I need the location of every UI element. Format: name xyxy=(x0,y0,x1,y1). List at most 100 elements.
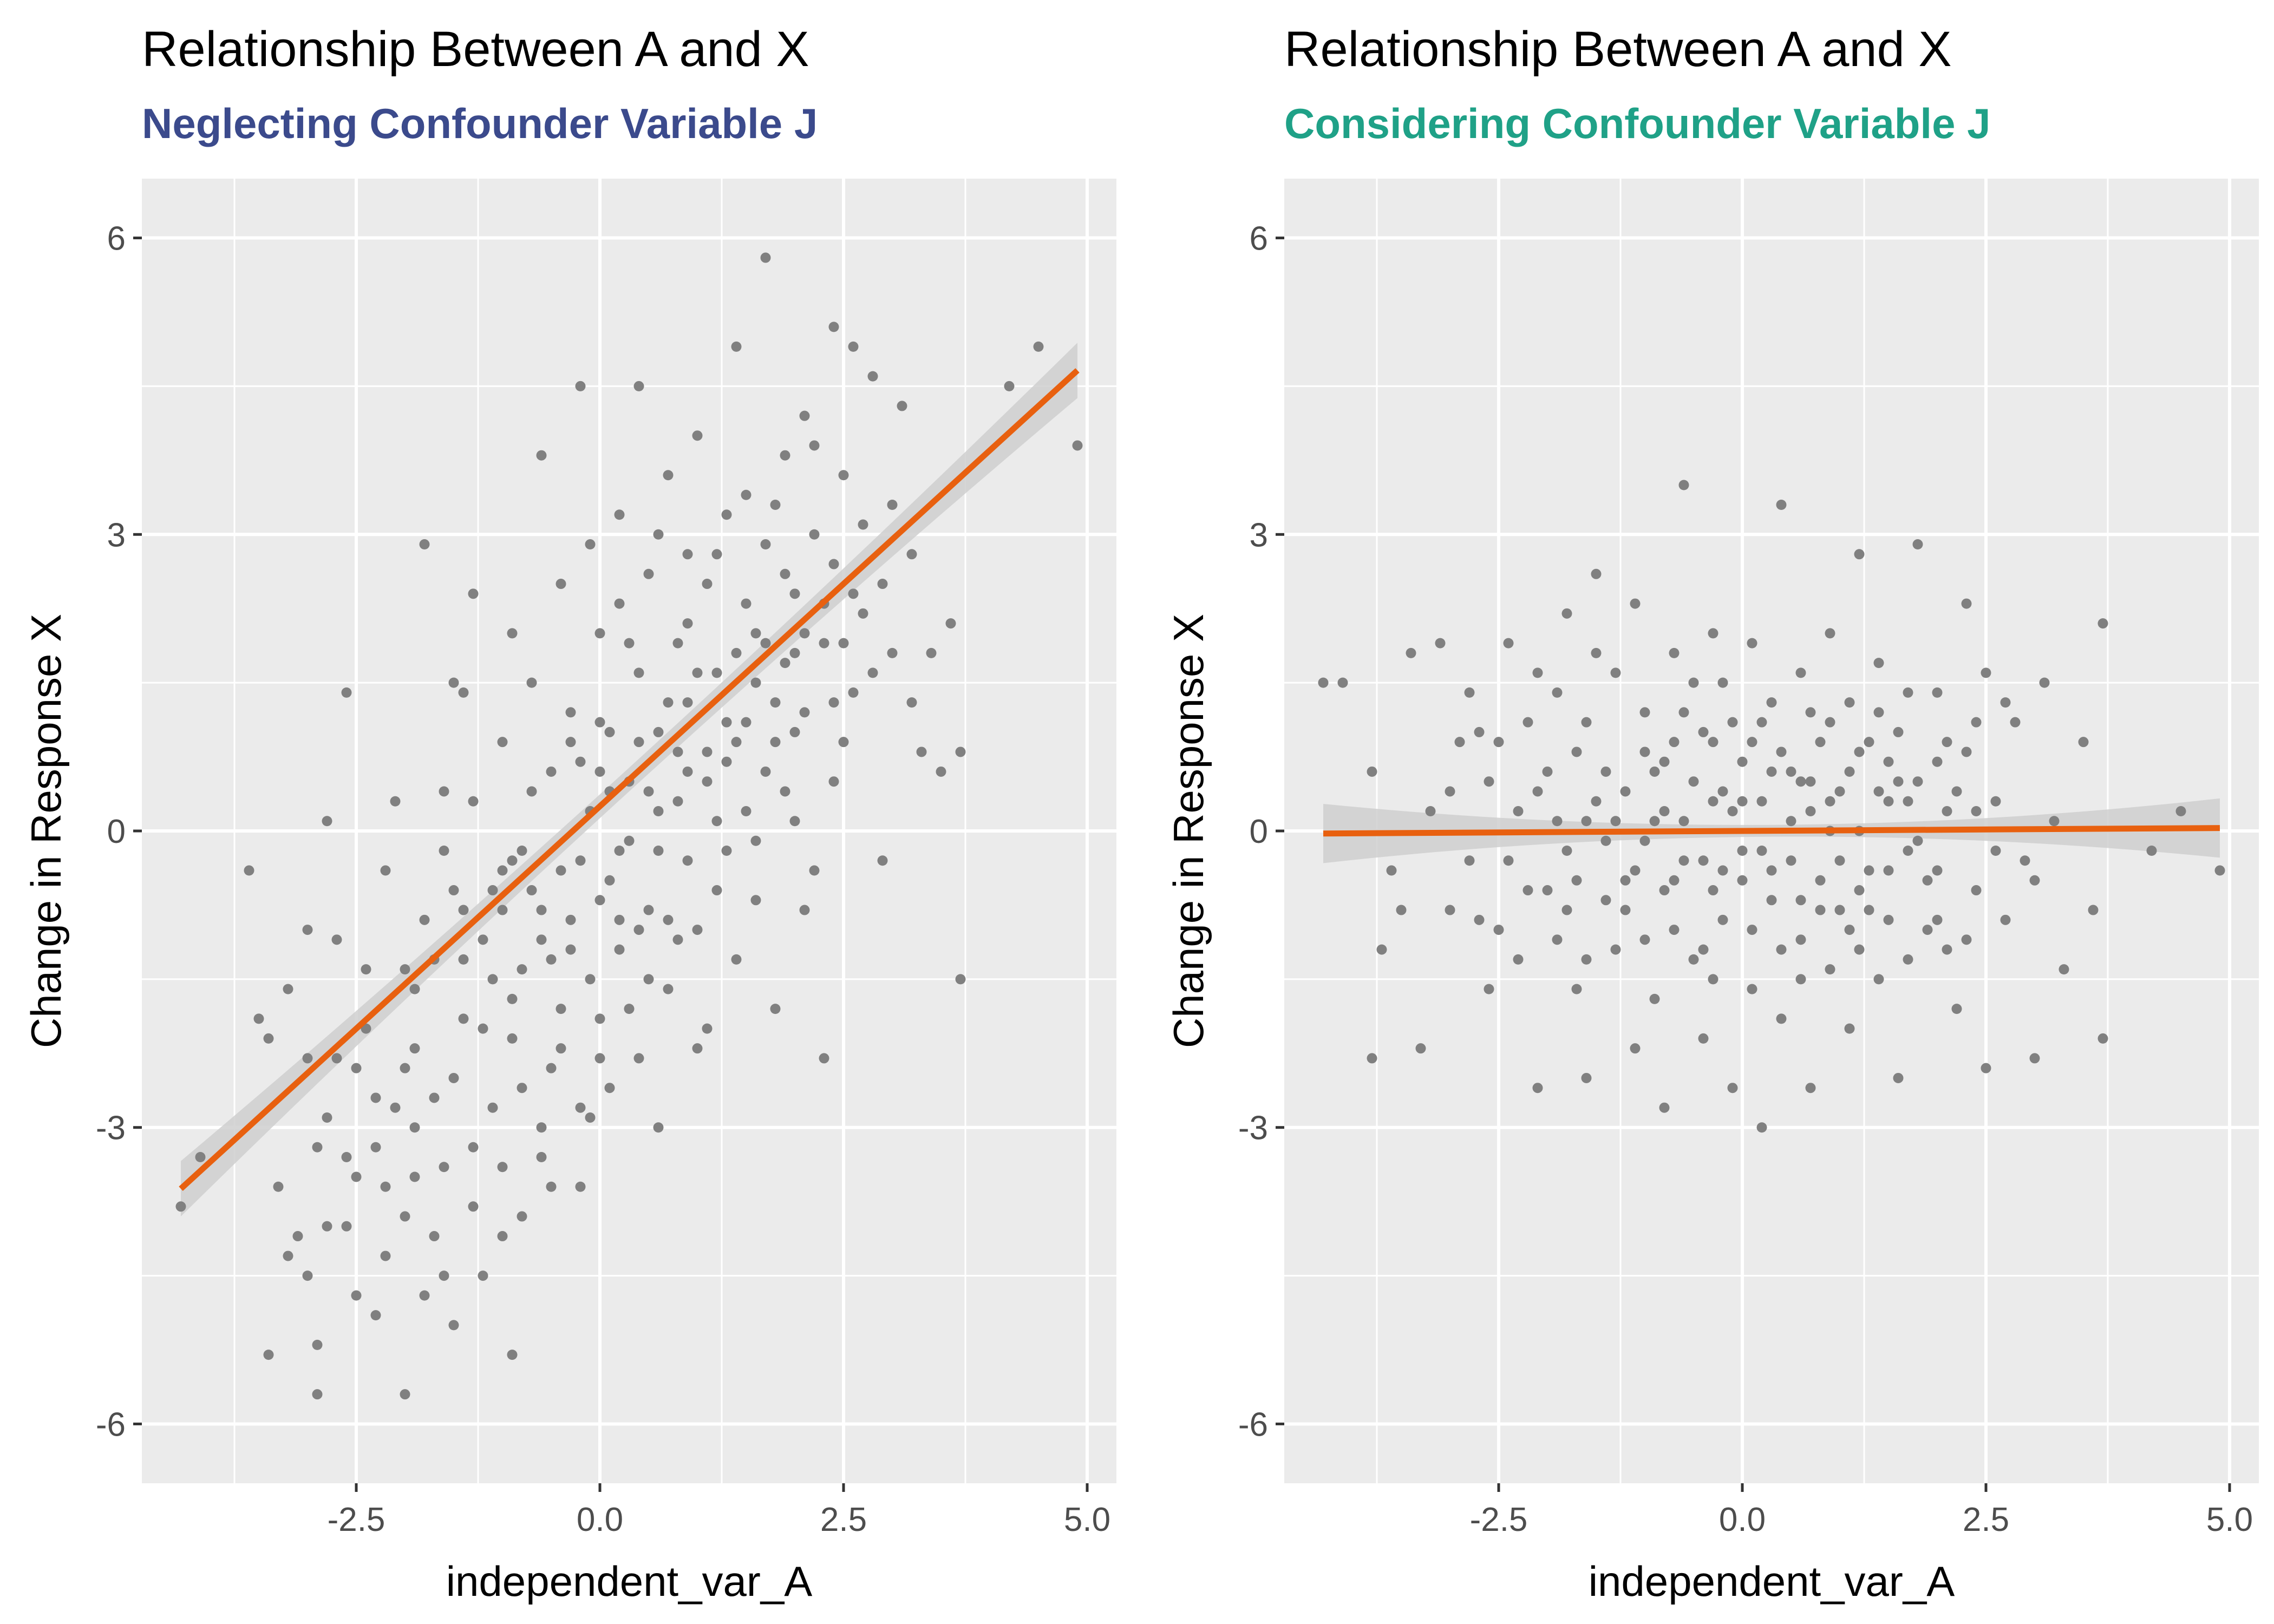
data-point xyxy=(1532,667,1543,678)
data-point xyxy=(1669,647,1680,658)
data-point xyxy=(468,1201,479,1212)
data-point xyxy=(1415,1043,1426,1054)
data-point xyxy=(419,1290,430,1301)
data-point xyxy=(594,1013,605,1024)
data-point xyxy=(497,905,508,915)
data-point xyxy=(711,885,722,896)
data-point xyxy=(1474,726,1485,737)
data-point xyxy=(1961,934,1972,945)
data-point xyxy=(1854,944,1865,955)
data-point xyxy=(760,539,771,550)
data-point xyxy=(955,746,966,757)
data-point xyxy=(1737,875,1748,886)
data-point xyxy=(1659,806,1670,816)
data-point xyxy=(458,1013,469,1024)
data-point xyxy=(1815,737,1826,748)
data-point xyxy=(1786,855,1796,866)
data-point xyxy=(585,1112,596,1123)
right-regression-line xyxy=(1323,825,2220,837)
data-point xyxy=(526,885,537,896)
data-point xyxy=(692,925,703,935)
data-point xyxy=(1756,717,1767,728)
x-tick-label: -2.5 xyxy=(1470,1501,1528,1538)
data-point xyxy=(1766,895,1777,906)
data-point xyxy=(575,855,586,866)
data-point xyxy=(1961,598,1972,609)
data-point xyxy=(409,1122,420,1133)
data-point xyxy=(302,1053,313,1064)
data-point xyxy=(263,1350,274,1360)
data-point xyxy=(741,489,752,500)
data-point xyxy=(1844,766,1855,777)
data-point xyxy=(312,1389,323,1400)
data-point xyxy=(604,726,615,737)
data-point xyxy=(1659,1102,1670,1113)
data-point xyxy=(828,559,839,569)
data-point xyxy=(799,707,810,718)
data-point xyxy=(575,756,586,767)
data-point xyxy=(1805,707,1816,718)
data-point xyxy=(809,529,820,540)
data-point xyxy=(458,954,469,965)
right-y-axis-title: Change in Response X xyxy=(1165,614,1212,1048)
data-point xyxy=(594,1053,605,1064)
data-point xyxy=(770,1004,781,1014)
data-point xyxy=(1805,776,1816,787)
data-point xyxy=(750,628,761,639)
data-point xyxy=(517,1211,527,1222)
right-data-points xyxy=(1318,480,2225,1133)
data-point xyxy=(702,579,713,590)
data-point xyxy=(789,588,800,599)
data-point xyxy=(1513,954,1524,965)
data-point xyxy=(1474,914,1485,925)
data-point xyxy=(1825,628,1835,639)
data-point xyxy=(1717,677,1728,688)
data-point xyxy=(536,934,547,945)
data-point xyxy=(1756,846,1767,856)
data-point xyxy=(1834,855,1845,866)
data-point xyxy=(721,756,732,767)
data-point xyxy=(1825,964,1835,975)
data-point xyxy=(887,647,898,658)
data-point xyxy=(897,401,907,411)
data-point xyxy=(1698,855,1709,866)
data-point xyxy=(1893,776,1904,787)
y-tick-label: 6 xyxy=(107,220,126,258)
data-point xyxy=(799,628,810,639)
data-point xyxy=(633,381,644,391)
data-point xyxy=(633,925,644,935)
data-point xyxy=(672,746,683,757)
data-point xyxy=(721,717,732,728)
data-point xyxy=(614,914,625,925)
data-point xyxy=(1532,786,1543,797)
data-point xyxy=(507,855,518,866)
y-tick-label: -3 xyxy=(96,1110,126,1147)
data-point xyxy=(858,608,868,619)
data-point xyxy=(750,895,761,906)
data-point xyxy=(448,1320,459,1331)
data-point xyxy=(1581,717,1592,728)
data-point xyxy=(1795,776,1806,787)
data-point xyxy=(1698,726,1709,737)
data-point xyxy=(1844,925,1855,935)
data-point xyxy=(1600,766,1611,777)
data-point xyxy=(819,1053,829,1064)
data-point xyxy=(711,667,722,678)
data-point xyxy=(1951,786,1962,797)
data-point xyxy=(2029,1053,2040,1064)
data-point xyxy=(400,1211,410,1222)
data-point xyxy=(828,776,839,787)
data-point xyxy=(1805,806,1816,816)
data-point xyxy=(507,993,518,1004)
left-panel-title: Relationship Between A and X xyxy=(142,22,809,77)
data-point xyxy=(1717,914,1728,925)
data-point xyxy=(653,806,664,816)
data-point xyxy=(1698,944,1709,955)
data-point xyxy=(858,519,868,530)
data-point xyxy=(1639,707,1650,718)
right-x-axis-title: independent_var_A xyxy=(1589,1557,1955,1605)
data-point xyxy=(1337,677,1348,688)
data-point xyxy=(1425,806,1436,816)
data-point xyxy=(585,539,596,550)
data-point xyxy=(1435,638,1446,649)
